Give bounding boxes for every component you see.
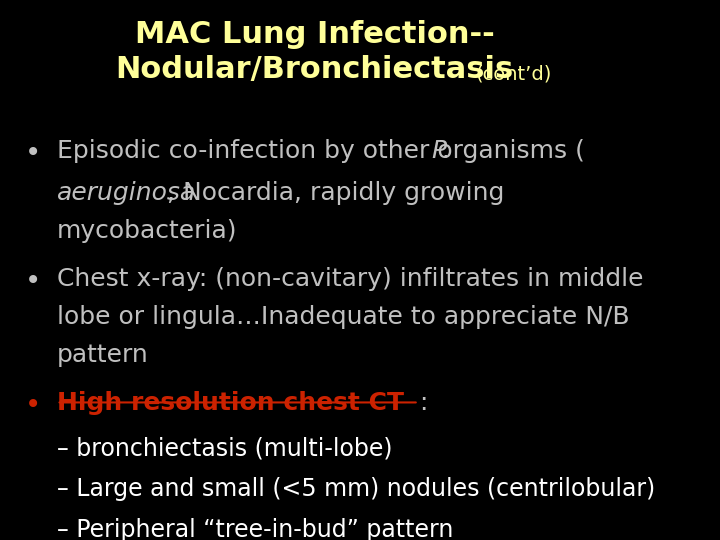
Text: :: : — [418, 392, 427, 415]
Text: – Large and small (<5 mm) nodules (centrilobular): – Large and small (<5 mm) nodules (centr… — [57, 477, 655, 502]
Text: •: • — [25, 139, 42, 167]
Text: lobe or lingula…Inadequate to appreciate N/B: lobe or lingula…Inadequate to appreciate… — [57, 305, 629, 329]
Text: •: • — [25, 267, 42, 295]
Text: pattern: pattern — [57, 343, 148, 367]
Text: , Nocardia, rapidly growing: , Nocardia, rapidly growing — [167, 181, 504, 205]
Text: – Peripheral “tree-in-bud” pattern: – Peripheral “tree-in-bud” pattern — [57, 518, 453, 540]
Text: P.: P. — [431, 139, 451, 164]
Text: High resolution chest CT: High resolution chest CT — [57, 392, 404, 415]
Text: •: • — [25, 392, 42, 419]
Text: MAC Lung Infection--
Nodular/Bronchiectasis: MAC Lung Infection-- Nodular/Bronchiecta… — [116, 21, 514, 84]
Text: aeruginosa: aeruginosa — [57, 181, 196, 205]
Text: – bronchiectasis (multi-lobe): – bronchiectasis (multi-lobe) — [57, 437, 392, 461]
Text: mycobacteria): mycobacteria) — [57, 219, 237, 243]
Text: Chest x-ray: (non-cavitary) infiltrates in middle: Chest x-ray: (non-cavitary) infiltrates … — [57, 267, 643, 291]
Text: (cont’d): (cont’d) — [475, 65, 552, 84]
Text: Episodic co-infection by other organisms (: Episodic co-infection by other organisms… — [57, 139, 585, 164]
